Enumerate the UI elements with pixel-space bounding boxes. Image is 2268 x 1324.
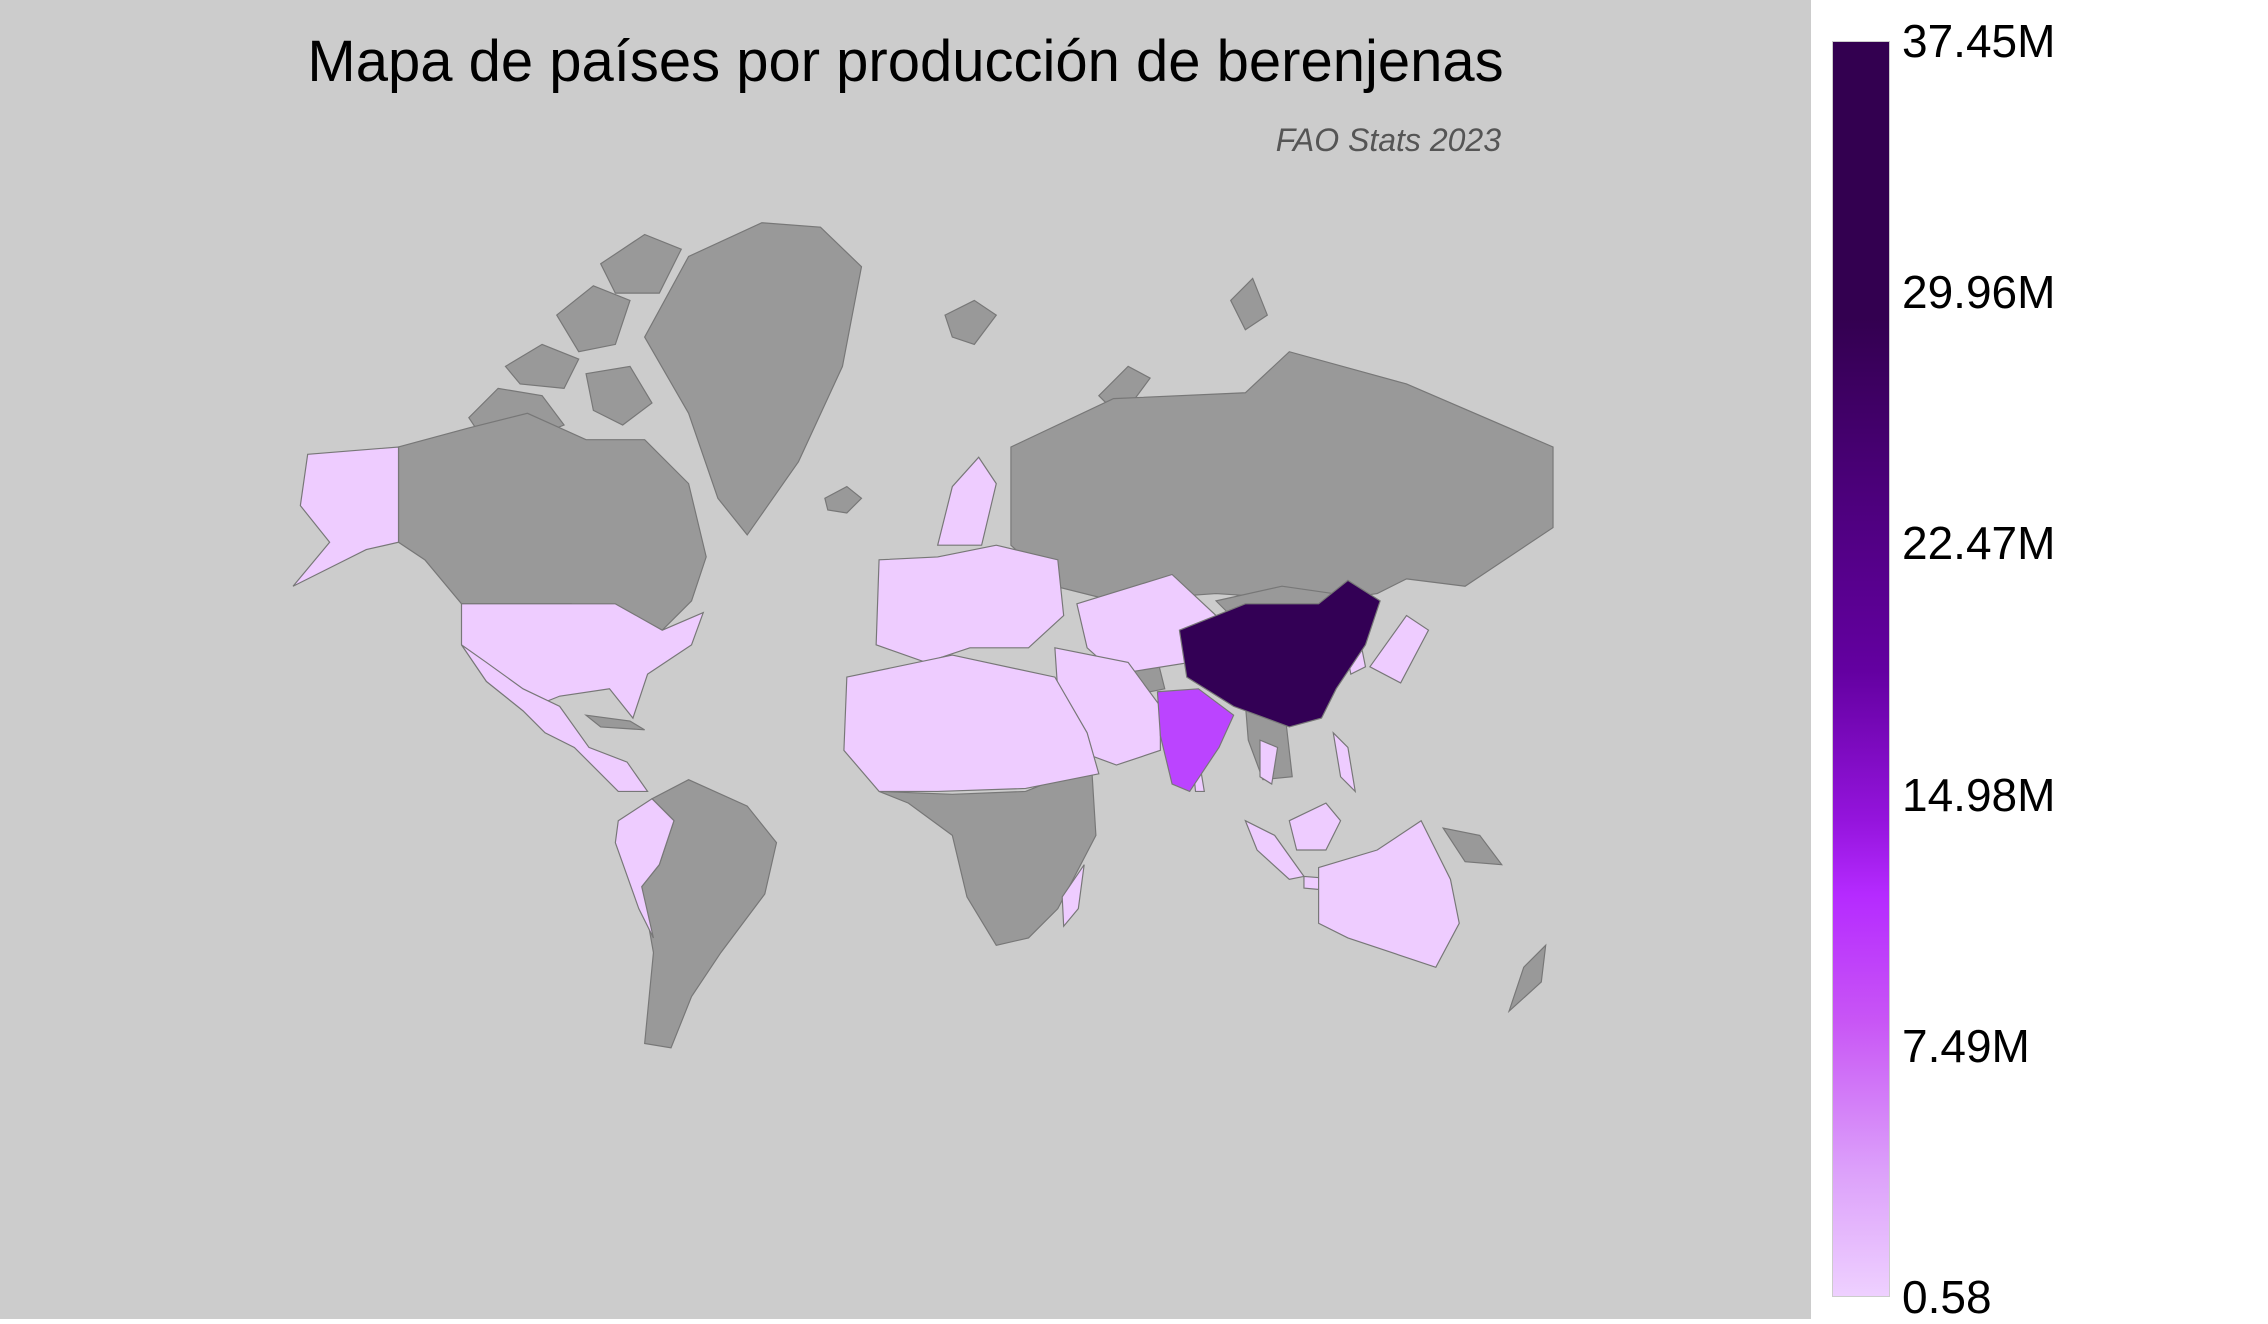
iceland <box>824 485 863 514</box>
country-borneo <box>1288 802 1342 851</box>
country-alaska <box>292 446 400 587</box>
country-thailand <box>1259 739 1279 786</box>
colorbar-tick: 14.98M <box>1902 769 2056 821</box>
caribbean <box>584 714 645 731</box>
country-europe <box>875 544 1065 664</box>
map-title: Mapa de países por producción de berenje… <box>307 29 1504 94</box>
country-china <box>1178 579 1381 728</box>
new-zealand <box>1507 943 1547 1014</box>
colorbar-tick: 0.58 <box>1902 1271 1992 1323</box>
papua-new-guinea <box>1441 827 1503 866</box>
country-mexico-central-america <box>461 644 649 792</box>
country-sumatra <box>1244 819 1305 880</box>
map-subtitle: FAO Stats 2023 <box>1275 122 1501 158</box>
colorbar-tick: 37.45M <box>1902 15 2056 67</box>
greenland <box>643 222 863 536</box>
country-philippines <box>1332 731 1357 794</box>
svalbard <box>944 299 998 346</box>
canada <box>397 412 707 631</box>
colorbar-tick: 7.49M <box>1902 1020 2030 1072</box>
arctic-islands <box>585 365 653 426</box>
country-india <box>1156 688 1235 793</box>
arctic-islands <box>504 343 580 389</box>
arctic-islands <box>555 285 631 353</box>
colorbar-tick: 29.96M <box>1902 266 2056 318</box>
country-madagascar <box>1061 864 1085 928</box>
country-andean <box>614 797 675 939</box>
subsaharan-africa <box>878 764 1097 946</box>
map-background <box>0 0 1811 1319</box>
country-australia <box>1318 819 1460 968</box>
colorbar <box>1832 41 1890 1297</box>
franz-josef <box>1229 277 1269 331</box>
country-japan <box>1369 614 1430 684</box>
country-scandinavia <box>936 456 997 546</box>
russia <box>1010 351 1554 602</box>
colorbar-tick: 22.47M <box>1902 517 2056 569</box>
country-north-africa <box>843 654 1100 792</box>
arctic-islands <box>599 233 683 294</box>
